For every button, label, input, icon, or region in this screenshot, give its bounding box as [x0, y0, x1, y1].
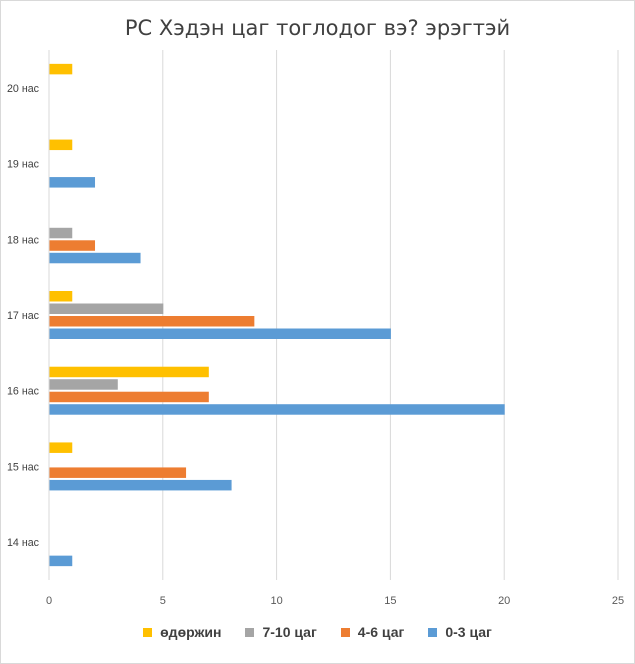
x-tick-label: 0 — [46, 595, 52, 607]
bar — [49, 316, 255, 327]
legend-item: өдөржин — [143, 624, 221, 640]
legend-swatch — [143, 627, 153, 637]
legend-label: 4-6 цаг — [357, 624, 405, 640]
bar — [49, 177, 96, 188]
chart-title: PC Хэдэн цаг тоглодог вэ? эрэгтэй — [124, 16, 511, 40]
legend-item: 0-3 цаг — [428, 624, 492, 640]
legend-label: 7-10 цаг — [262, 624, 317, 640]
bar — [49, 467, 187, 478]
legend-swatch — [245, 627, 255, 637]
category-label: 20 нас — [7, 83, 39, 95]
chart-legend: өдөржин 7-10 цаг 4-6 цаг 0-3 цаг — [0, 624, 635, 640]
category-label: 18 нас — [7, 234, 39, 246]
category-label: 19 нас — [7, 159, 39, 171]
x-tick-label: 15 — [384, 595, 396, 607]
bar — [49, 555, 73, 567]
bar — [49, 63, 73, 75]
bar — [49, 366, 209, 378]
bar — [49, 227, 73, 239]
category-label: 15 нас — [7, 461, 39, 473]
bar — [49, 479, 232, 491]
x-tick-label: 25 — [612, 595, 624, 607]
bar — [49, 291, 73, 302]
x-tick-label: 5 — [160, 595, 166, 607]
category-label: 16 нас — [7, 386, 39, 398]
legend-swatch — [428, 627, 438, 637]
bar — [49, 391, 209, 403]
legend-label: өдөржин — [160, 624, 222, 640]
x-tick-label: 20 — [498, 595, 510, 607]
x-tick-label: 10 — [270, 595, 282, 607]
category-label: 17 нас — [7, 310, 39, 322]
legend-label: 0-3 цаг — [445, 624, 492, 640]
bar — [49, 328, 391, 339]
bar — [49, 404, 505, 415]
legend-swatch — [340, 627, 350, 637]
bar — [49, 252, 141, 264]
category-label: 14 нас — [7, 537, 39, 549]
legend-item: 4-6 цаг — [340, 624, 405, 640]
bar — [49, 379, 118, 390]
bar — [49, 240, 96, 251]
bar — [49, 442, 73, 453]
bar — [49, 303, 164, 314]
legend-item: 7-10 цаг — [245, 624, 317, 640]
bar — [49, 139, 73, 151]
